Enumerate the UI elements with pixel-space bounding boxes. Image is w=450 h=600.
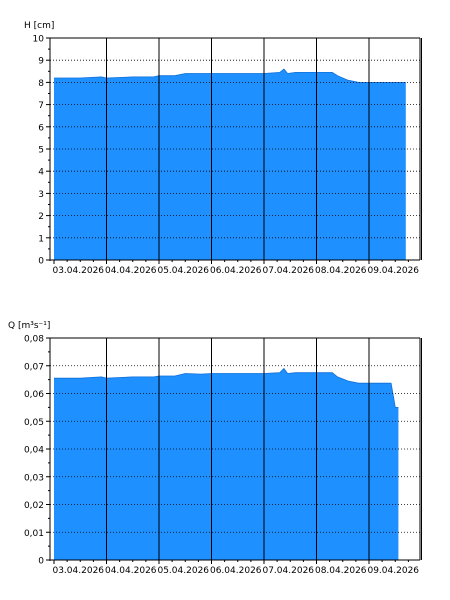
y-tick-label: 2 (38, 212, 44, 222)
y-tick-label: 0,04 (24, 446, 44, 456)
x-tick-label: 04.04.2026 (105, 566, 157, 576)
y-axis-label: H [cm] (24, 21, 54, 31)
chart-panel-h: 0 1 2 3 4 5 6 7 8 9 10 03.04.2026 04.04.2026 05.04.20… (24, 21, 422, 276)
x-tick-label: 06.04.2026 (210, 266, 262, 276)
y-tick-label: 0,08 (24, 335, 44, 345)
y-tick-label: 0,03 (24, 473, 44, 483)
y-tick-label: 0,02 (24, 501, 44, 511)
y-tick-label: 0,07 (24, 362, 44, 372)
y-tick-label: 10 (33, 35, 45, 45)
x-tick-label: 07.04.2026 (262, 566, 314, 576)
y-tick-label: 0 (38, 557, 44, 567)
series-area (54, 69, 406, 260)
y-tick-label: 1 (38, 234, 44, 244)
y-tick-label: 8 (38, 79, 44, 89)
y-tick-label: 4 (38, 168, 44, 178)
series-area (54, 368, 399, 560)
chart-panel-q: 0 0,01 0,02 0,03 0,04 0,05 0,06 0,07 0,08 03.04.2… (8, 321, 422, 576)
series-line (54, 367, 399, 408)
x-tick-label: 09.04.2026 (367, 566, 419, 576)
y-tick-label: 9 (38, 57, 44, 67)
x-tick-label: 05.04.2026 (157, 266, 209, 276)
x-tick-label: 03.04.2026 (52, 566, 104, 576)
x-tick-label: 08.04.2026 (315, 566, 367, 576)
y-tick-label: 5 (38, 146, 44, 156)
x-tick-label: 04.04.2026 (105, 266, 157, 276)
y-axis-label: Q [m³s⁻¹] (8, 321, 50, 331)
x-tick-label: 05.04.2026 (157, 566, 209, 576)
x-tick-label: 09.04.2026 (367, 266, 419, 276)
y-tick-label: 3 (38, 190, 44, 200)
y-tick-label: 7 (38, 101, 44, 111)
x-tick-label: 03.04.2026 (52, 266, 104, 276)
x-tick-label: 08.04.2026 (315, 266, 367, 276)
series-line (54, 68, 406, 83)
y-tick-label: 6 (38, 123, 44, 133)
y-tick-label: 0,06 (24, 390, 44, 400)
y-tick-label: 0 (38, 257, 44, 267)
x-tick-label: 06.04.2026 (210, 566, 262, 576)
y-tick-label: 0,01 (24, 529, 44, 539)
x-tick-label: 07.04.2026 (262, 266, 314, 276)
y-tick-label: 0,05 (24, 418, 44, 428)
